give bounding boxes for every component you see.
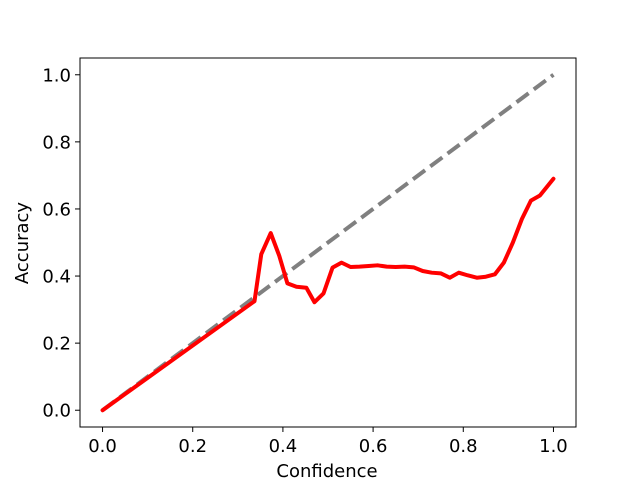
y-tick-label: 0.8 bbox=[42, 132, 71, 153]
x-axis-title: Confidence bbox=[276, 461, 377, 480]
x-tick-label: 0.8 bbox=[449, 436, 478, 457]
x-tick-label: 0.2 bbox=[178, 436, 207, 457]
x-axis: 0.0 0.2 0.4 0.6 0.8 1.0 bbox=[88, 427, 568, 457]
x-tick-label: 0.0 bbox=[88, 436, 117, 457]
x-tick-label: 0.6 bbox=[359, 436, 388, 457]
y-tick-label: 0.0 bbox=[42, 401, 71, 422]
y-axis-title: Accuracy bbox=[12, 202, 33, 285]
y-axis: 0.0 0.2 0.4 0.6 0.8 1.0 bbox=[42, 65, 80, 422]
y-tick-label: 0.2 bbox=[42, 334, 71, 355]
y-tick-label: 0.4 bbox=[42, 267, 71, 288]
plot-frame bbox=[79, 57, 577, 428]
model-calibration-line bbox=[100, 176, 556, 413]
x-tick-label: 1.0 bbox=[539, 436, 568, 457]
y-tick-label: 1.0 bbox=[42, 65, 71, 86]
plot-layer bbox=[100, 73, 556, 413]
y-tick-label: 0.6 bbox=[42, 199, 71, 220]
x-tick-label: 0.4 bbox=[269, 436, 298, 457]
